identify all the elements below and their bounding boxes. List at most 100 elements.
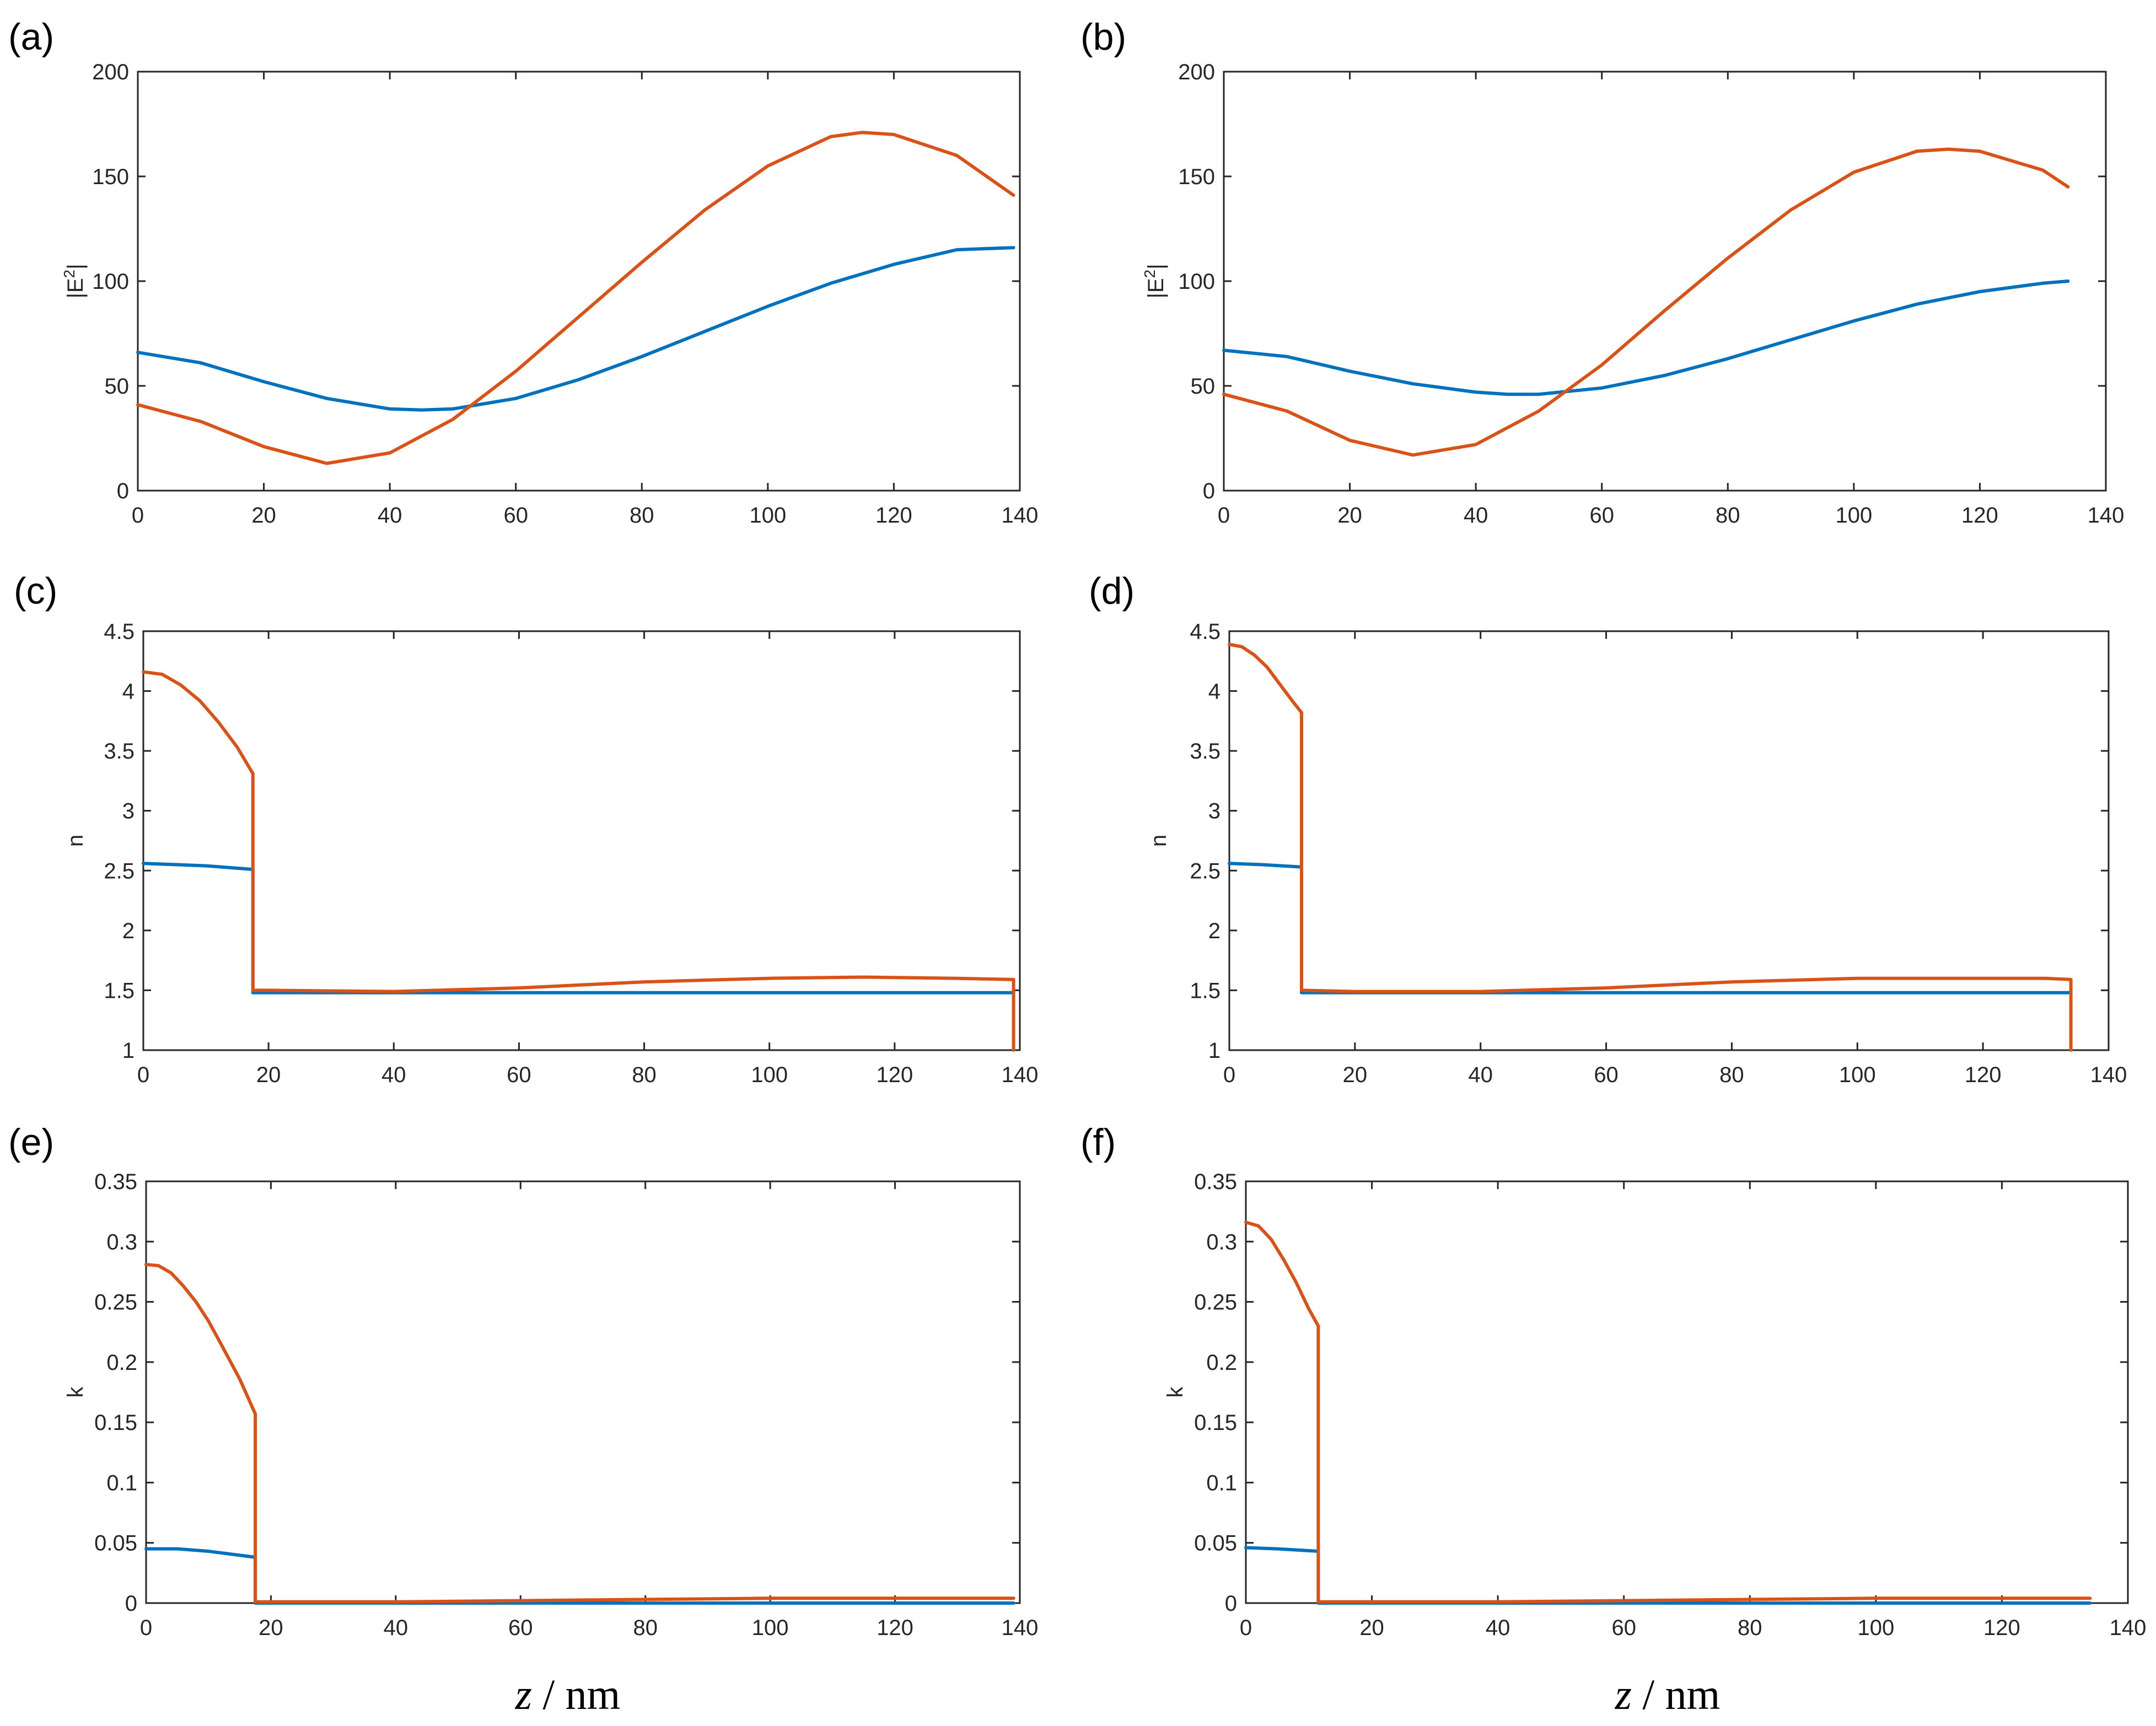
y-tick-label-d-1: 1.5 <box>1190 978 1221 1003</box>
x-tick-label-c-2: 40 <box>381 1063 406 1087</box>
x-tick-label-f-0: 0 <box>1240 1616 1252 1640</box>
y-tick-label-a-3: 150 <box>92 165 129 189</box>
panel-label-d: (d) <box>1089 570 1135 612</box>
y-tick-label-b-0: 0 <box>1203 479 1215 503</box>
y-tick-label-e-0: 0 <box>125 1591 137 1616</box>
x-tick-label-e-2: 40 <box>384 1616 408 1640</box>
y-axis-label-f: k <box>1163 1386 1187 1398</box>
x-tick-label-e-6: 120 <box>877 1616 913 1640</box>
x-tick-label-d-6: 120 <box>1965 1063 2002 1087</box>
series-line-a-2 <box>136 131 1015 465</box>
x-tick-label-f-4: 80 <box>1738 1616 1762 1640</box>
x-tick-label-f-3: 60 <box>1611 1616 1636 1640</box>
y-axis-label-b: |E2| <box>1141 264 1169 298</box>
panel-label-b: (b) <box>1080 16 1126 58</box>
series-line-a-1 <box>136 246 1015 412</box>
y-tick-label-d-2: 2 <box>1208 919 1221 943</box>
x-tick-label-a-3: 60 <box>503 503 528 528</box>
y-tick-label-d-0: 1 <box>1208 1039 1221 1063</box>
x-tick-label-c-7: 140 <box>1002 1063 1039 1087</box>
series-line-e-2 <box>144 1262 1015 1604</box>
x-tick-label-e-0: 0 <box>140 1616 152 1640</box>
x-tick-label-f-2: 40 <box>1486 1616 1510 1640</box>
series-line-c-2 <box>142 670 1015 1052</box>
y-tick-label-b-4: 200 <box>1178 60 1215 84</box>
y-tick-label-d-3: 2.5 <box>1190 859 1221 883</box>
x-tick-label-f-5: 100 <box>1857 1616 1894 1640</box>
y-tick-label-e-1: 0.05 <box>94 1531 137 1556</box>
y-axis-label-c: n <box>63 835 88 847</box>
y-axis-label-a: |E2| <box>61 264 88 298</box>
y-tick-label-c-3: 2.5 <box>104 859 135 883</box>
series-line-c-1 <box>142 862 1015 994</box>
x-tick-label-b-6: 120 <box>1961 503 1998 528</box>
y-tick-label-f-0: 0 <box>1225 1591 1237 1616</box>
series-line-d-2 <box>1228 642 2073 1052</box>
panel-f: (f) 0 20 40 60 80 100 120 140 0 0.05 0.1 0.15 0.2 0.2… <box>1080 1121 2146 1640</box>
panel-c: (c) 0 20 40 60 80 100 120 140 1 1.5 2 2.5 3 3.5 4 4.5 n <box>14 570 1038 1087</box>
panel-label-a: (a) <box>8 16 54 58</box>
x-tick-label-a-4: 80 <box>630 503 654 528</box>
y-tick-label-d-5: 3.5 <box>1190 739 1221 763</box>
panel-d: (d) 0 20 40 60 80 100 120 140 1 1.5 2 2.5 3 3.5 4 4.5 n <box>1089 570 2127 1087</box>
panel-a: (a) 0 20 40 60 80 100 120 140 0 50 100 150 200 |E2| <box>8 16 1038 528</box>
x-tick-label-e-1: 20 <box>259 1616 283 1640</box>
x-tick-label-e-5: 100 <box>752 1616 789 1640</box>
y-tick-label-a-2: 100 <box>92 270 129 294</box>
x-tick-label-c-0: 0 <box>137 1063 149 1087</box>
series-line-b-2 <box>1222 147 2070 457</box>
series-line-b-1 <box>1222 279 2070 396</box>
x-axis-label-right: z / nm <box>1615 1670 1721 1718</box>
y-tick-label-a-1: 50 <box>105 374 130 399</box>
x-tick-label-b-4: 80 <box>1716 503 1740 528</box>
x-tick-label-e-3: 60 <box>508 1616 533 1640</box>
y-tick-label-a-4: 200 <box>92 60 129 84</box>
y-tick-label-a-0: 0 <box>117 479 129 503</box>
y-tick-label-b-2: 100 <box>1178 270 1215 294</box>
y-tick-label-f-6: 0.3 <box>1206 1230 1237 1254</box>
y-tick-label-f-3: 0.15 <box>1194 1411 1237 1435</box>
y-tick-label-f-7: 0.35 <box>1194 1170 1237 1194</box>
x-tick-label-c-5: 100 <box>751 1063 788 1087</box>
x-tick-label-a-7: 140 <box>1002 503 1039 528</box>
y-tick-label-e-3: 0.15 <box>94 1411 137 1435</box>
y-axis-label-e: k <box>63 1386 88 1398</box>
x-tick-label-b-0: 0 <box>1218 503 1230 528</box>
x-tick-label-a-5: 100 <box>749 503 786 528</box>
x-tick-label-d-1: 20 <box>1343 1063 1368 1087</box>
plot-frame-c <box>142 630 1021 1051</box>
panel-b: (b) 0 20 40 60 80 100 120 140 0 50 100 150 200 |E2| <box>1080 16 2124 528</box>
x-tick-label-d-2: 40 <box>1468 1063 1493 1087</box>
y-tick-label-e-5: 0.25 <box>94 1291 137 1315</box>
x-tick-label-b-5: 100 <box>1835 503 1872 528</box>
y-tick-label-c-5: 3.5 <box>104 739 135 763</box>
x-tick-label-c-6: 120 <box>876 1063 913 1087</box>
x-tick-label-c-4: 80 <box>632 1063 657 1087</box>
panel-label-e: (e) <box>8 1121 54 1163</box>
y-tick-label-e-7: 0.35 <box>94 1170 137 1194</box>
x-tick-label-b-2: 40 <box>1464 503 1488 528</box>
x-tick-label-d-4: 80 <box>1719 1063 1744 1087</box>
plot-frame-d <box>1228 630 2110 1051</box>
x-tick-label-a-1: 20 <box>251 503 276 528</box>
x-tick-label-a-0: 0 <box>132 503 144 528</box>
y-tick-label-b-3: 150 <box>1178 165 1215 189</box>
y-tick-label-c-7: 4.5 <box>104 620 135 644</box>
x-tick-label-a-2: 40 <box>378 503 402 528</box>
panel-label-f: (f) <box>1080 1121 1116 1163</box>
x-tick-label-c-1: 20 <box>256 1063 281 1087</box>
y-tick-label-c-4: 3 <box>122 799 135 824</box>
y-tick-label-c-1: 1.5 <box>104 978 135 1003</box>
y-tick-label-c-0: 1 <box>122 1039 135 1063</box>
x-tick-label-b-3: 60 <box>1589 503 1614 528</box>
series-line-f-2 <box>1244 1220 2092 1604</box>
x-tick-label-d-3: 60 <box>1594 1063 1619 1087</box>
x-tick-label-f-1: 20 <box>1359 1616 1384 1640</box>
x-tick-label-d-0: 0 <box>1223 1063 1235 1087</box>
y-tick-label-e-4: 0.2 <box>106 1351 137 1375</box>
y-tick-label-e-2: 0.1 <box>106 1471 137 1495</box>
x-tick-label-e-7: 140 <box>1002 1616 1039 1640</box>
x-axis-label-left: z / nm <box>515 1670 621 1718</box>
y-tick-label-d-4: 3 <box>1208 799 1221 824</box>
panel-e: (e) 0 20 40 60 80 100 120 140 0 0.05 0.1 0.15 0.2 0.2… <box>8 1121 1038 1640</box>
